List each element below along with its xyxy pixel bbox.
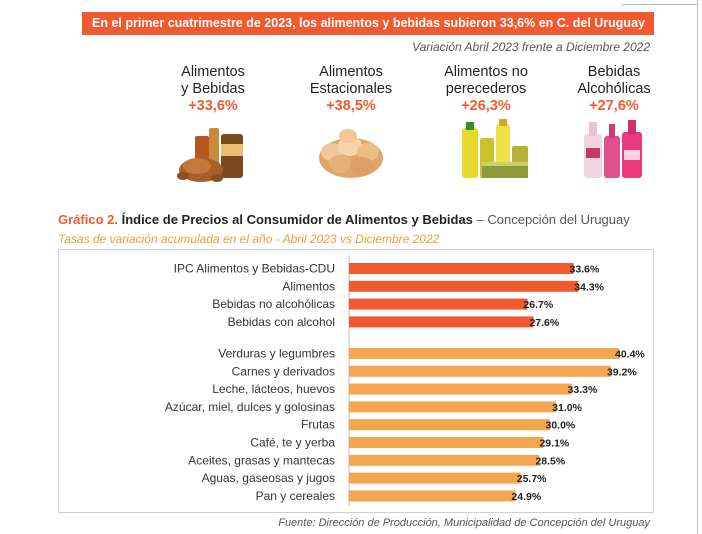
- category-label: Bebidas Alcohólicas: [577, 64, 651, 97]
- category-label: Bebidas con alcohol: [228, 315, 335, 329]
- bar: [349, 348, 619, 359]
- bar: [349, 472, 521, 484]
- headline-banner: En el primer cuatrimestre de 2023, los a…: [82, 12, 654, 35]
- data-label: 40.4%: [615, 349, 645, 361]
- category-label: Aguas, gaseosas y jugos: [202, 471, 335, 485]
- data-label: 30.0%: [545, 420, 575, 432]
- category-label: Frutas: [301, 418, 335, 432]
- data-label: 24.9%: [511, 491, 541, 503]
- bar: [349, 383, 572, 395]
- bar: [349, 437, 544, 448]
- data-label: 33.3%: [568, 384, 598, 396]
- category-label: Pan y cereales: [256, 489, 335, 503]
- bar: [349, 280, 579, 292]
- data-label: 25.7%: [517, 473, 547, 485]
- category-label: Leche, lácteos, huevos: [212, 382, 335, 396]
- headline-subtitle: Variación Abril 2023 frente a Diciembre …: [412, 40, 650, 54]
- category-label: Carnes y derivados: [232, 364, 335, 378]
- chart-location: – Concepción del Uruguay: [472, 212, 630, 227]
- data-label: 33.6%: [570, 264, 600, 276]
- category-value: +27,6%: [589, 98, 639, 114]
- data-label: 31.0%: [552, 402, 582, 414]
- bar: [349, 298, 528, 310]
- bar: [349, 401, 557, 413]
- category-value: +33,6%: [188, 98, 238, 114]
- data-label: 29.1%: [539, 438, 569, 450]
- category-label: Verduras y legumbres: [218, 347, 335, 361]
- category-label: IPC Alimentos y Bebidas-CDU: [174, 262, 335, 276]
- category-label: Bebidas no alcohólicas: [212, 297, 335, 311]
- category-label: Alimentos y Bebidas: [181, 64, 245, 97]
- category-food-beverages: Alimentos y Bebidas +33,6%: [143, 64, 283, 115]
- canned-goods-oil-icon: [462, 119, 528, 178]
- category-label: Azúcar, miel, dulces y golosinas: [165, 400, 335, 414]
- chart-title-text: Índice de Precios al Consumidor de Alime…: [117, 212, 473, 227]
- page-corner-line: [622, 4, 697, 5]
- category-non-perishable: Alimentos no perecederos +26,3%: [416, 64, 556, 115]
- bar: [349, 316, 534, 328]
- data-label: 28.5%: [535, 455, 565, 467]
- chart-source: Fuente: Dirección de Producción, Municip…: [278, 517, 650, 529]
- eggs-potatoes-icon: [319, 129, 383, 178]
- chart-title: Gráfico 2. Índice de Precios al Consumid…: [58, 212, 630, 227]
- liquor-bottles-icon: [584, 120, 642, 178]
- category-value: +26,3%: [461, 98, 511, 114]
- category-label: Alimentos no perecederos: [444, 64, 528, 97]
- chart-subtitle: Tasas de variación acumulada en el año -…: [58, 232, 440, 246]
- data-label: 26.7%: [523, 299, 553, 311]
- bar: [349, 263, 574, 274]
- data-label: 34.3%: [574, 281, 604, 293]
- data-label: 39.2%: [607, 366, 637, 378]
- category-seasonal: Alimentos Estacionales +38,5%: [281, 64, 421, 115]
- category-value: +38,5%: [326, 98, 376, 114]
- category-alcoholic: Bebidas Alcohólicas +27,6%: [544, 64, 684, 115]
- data-label: 27.6%: [529, 317, 559, 329]
- page-edge-line: [697, 0, 698, 534]
- chart-frame: [58, 249, 654, 513]
- bar: [349, 454, 540, 466]
- category-label: Aceites, grasas y mantecas: [188, 453, 335, 467]
- bar: [349, 490, 516, 502]
- roast-chicken-groceries-icon: [177, 128, 243, 182]
- bar: [349, 419, 550, 431]
- chart-number: Gráfico 2.: [58, 212, 118, 227]
- bar: [349, 365, 611, 377]
- category-label: Alimentos Estacionales: [309, 64, 393, 97]
- category-label: Café, te y yerba: [250, 436, 335, 450]
- category-label: Alimentos: [282, 279, 335, 293]
